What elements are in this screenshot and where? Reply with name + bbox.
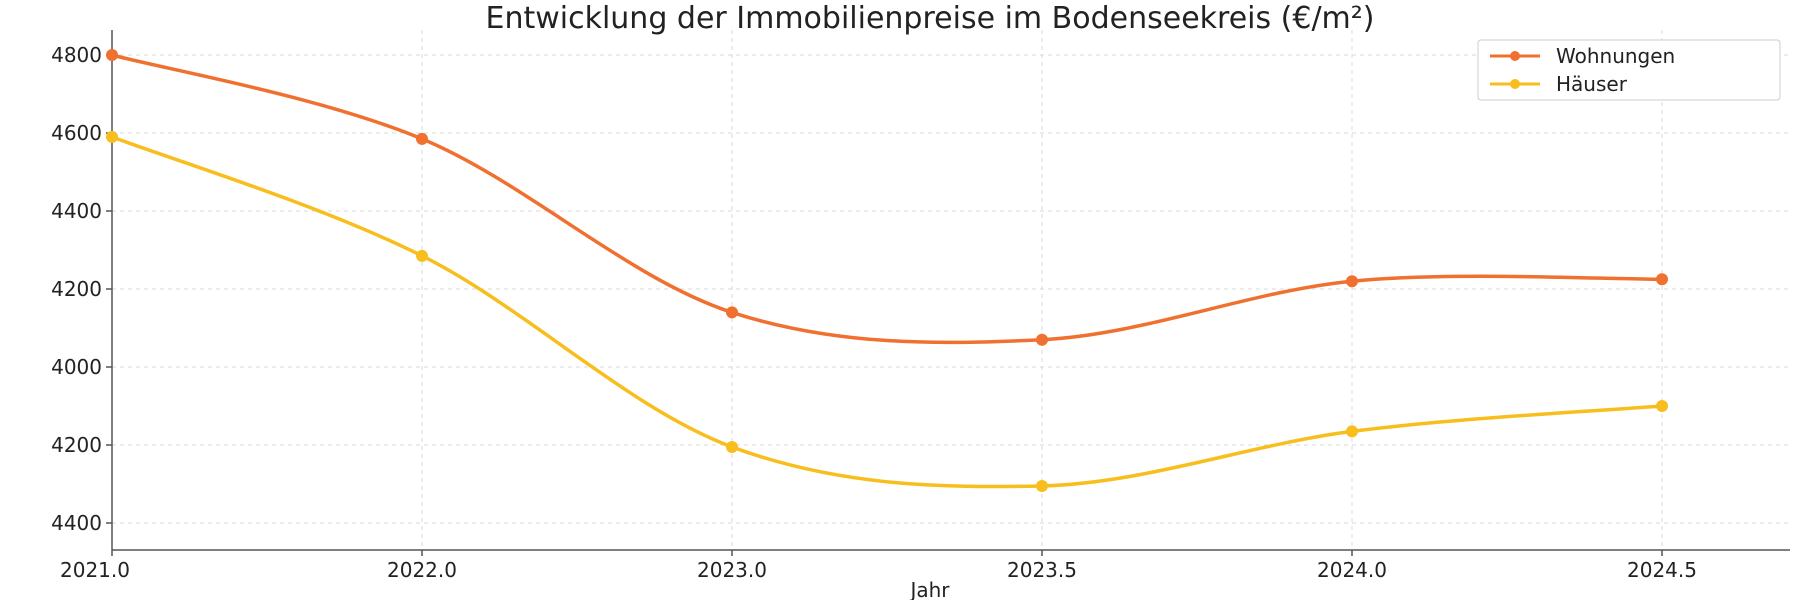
chart-title: Entwicklung der Immobilienpreise im Bode… (485, 1, 1374, 36)
legend: Wohnungen Häuser (1477, 39, 1781, 101)
legend-marker-wohnungen (1510, 51, 1520, 61)
data-point-wohnungen (416, 132, 428, 145)
x-axis-label: Jahr (908, 578, 950, 600)
y-tick-label: 4400 (51, 199, 102, 223)
y-tick-label: 4200 (51, 277, 102, 301)
x-tick-label: 2024.5 (1627, 558, 1697, 582)
data-point-h-user (726, 440, 738, 453)
x-tick-label: 2022.0 (387, 558, 457, 582)
legend-box (1477, 39, 1781, 101)
x-tick-label: 2023.0 (697, 558, 767, 582)
series-line-h-user (110, 135, 1664, 489)
data-point-h-user (1036, 479, 1048, 492)
data-point-h-user (1656, 400, 1668, 412)
series-line-wohnungen (110, 53, 1664, 345)
legend-label-wohnungen: Wohnungen (1556, 44, 1675, 68)
x-tick-label: 2023.5 (1007, 558, 1077, 582)
y-tick-label: 4000 (51, 355, 102, 379)
y-axis-ticks: 4800 4600 4400 4200 4000 4200 4400 (51, 43, 112, 535)
x-axis-ticks: 2021.0 2022.0 2023.0 2023.5 2024.0 2024.5 (60, 550, 1697, 582)
axes (111, 30, 1790, 551)
data-point-h-user (1346, 425, 1358, 438)
y-tick-label: 4400 (51, 511, 102, 535)
y-tick-label: 4600 (51, 121, 102, 145)
legend-marker-h-user (1510, 79, 1520, 89)
grid-lines (111, 30, 1790, 550)
legend-items: Wohnungen Häuser (1490, 44, 1675, 96)
data-point-h-user (106, 130, 118, 143)
y-tick-label: 4200 (51, 433, 102, 457)
x-tick-label: 2024.0 (1317, 558, 1387, 582)
legend-label-h-user: Häuser (1556, 72, 1628, 96)
data-point-wohnungen (106, 49, 118, 61)
data-point-wohnungen (726, 306, 738, 319)
y-tick-label: 4800 (51, 43, 102, 67)
data-point-wohnungen (1656, 273, 1668, 286)
x-tick-label: 2021.0 (60, 558, 130, 582)
series-layer (106, 49, 1668, 492)
data-point-h-user (416, 249, 428, 262)
data-point-wohnungen (1036, 333, 1048, 346)
data-point-wohnungen (1346, 275, 1358, 288)
